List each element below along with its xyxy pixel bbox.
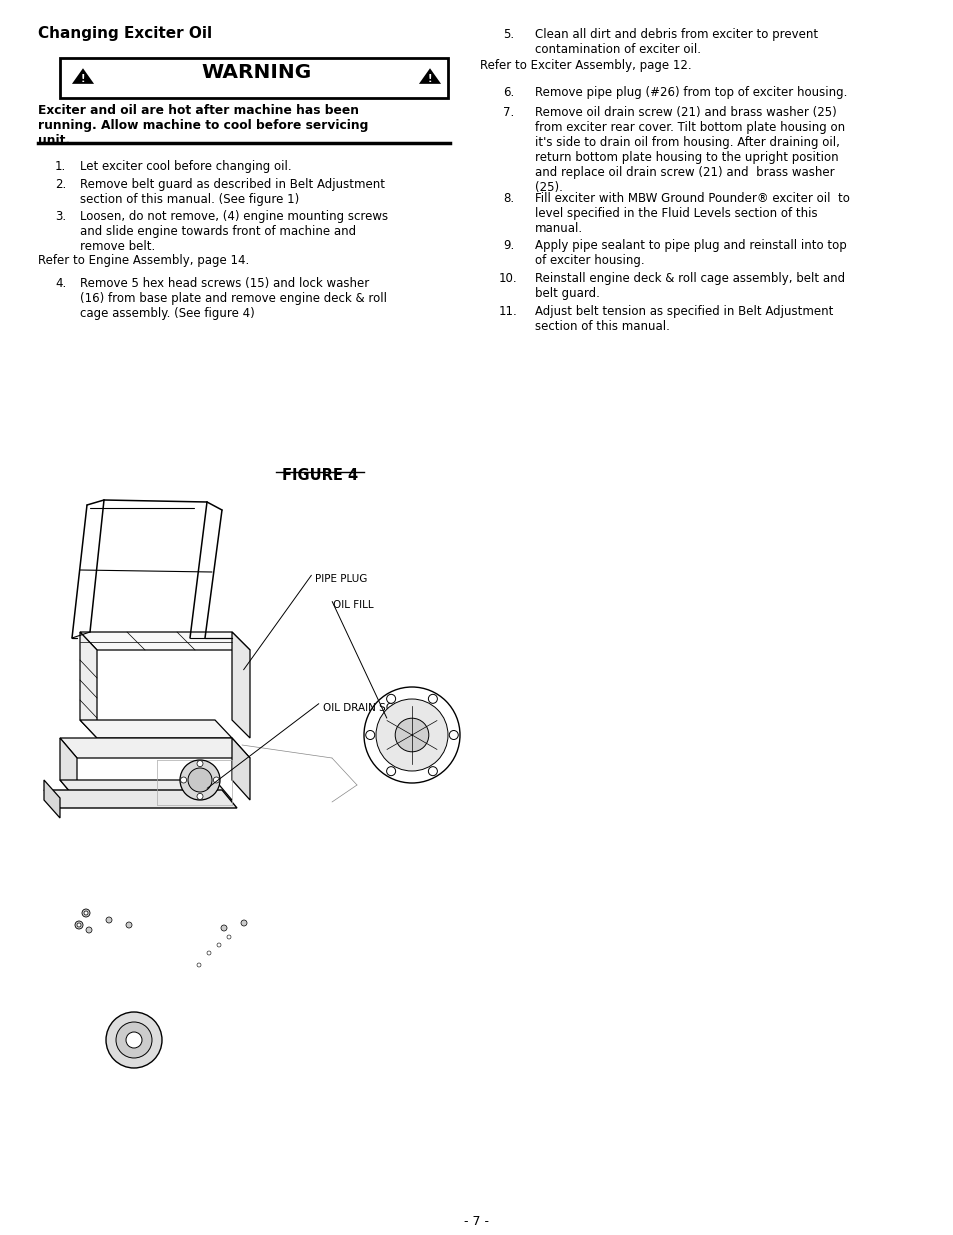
Circle shape — [188, 768, 212, 792]
Text: OIL FILL: OIL FILL — [333, 600, 374, 610]
Polygon shape — [80, 720, 232, 739]
Text: 11.: 11. — [498, 305, 517, 319]
Polygon shape — [60, 739, 77, 800]
Circle shape — [196, 963, 201, 967]
Text: FIGURE 4: FIGURE 4 — [282, 468, 357, 483]
Text: PIPE PLUG: PIPE PLUG — [314, 574, 367, 584]
Text: Refer to Engine Assembly, page 14.: Refer to Engine Assembly, page 14. — [38, 254, 249, 267]
Circle shape — [213, 777, 219, 783]
Circle shape — [386, 767, 395, 776]
Circle shape — [449, 730, 457, 740]
Text: Loosen, do not remove, (4) engine mounting screws
and slide engine towards front: Loosen, do not remove, (4) engine mounti… — [80, 210, 388, 253]
Circle shape — [75, 921, 83, 929]
Circle shape — [180, 760, 220, 800]
Circle shape — [82, 909, 90, 918]
Circle shape — [86, 927, 91, 932]
Text: Remove oil drain screw (21) and brass washer (25)
from exciter rear cover. Tilt : Remove oil drain screw (21) and brass wa… — [535, 106, 844, 194]
Circle shape — [375, 699, 448, 771]
Text: !: ! — [81, 74, 85, 84]
Circle shape — [216, 944, 221, 947]
Text: Clean all dirt and debris from exciter to prevent
contamination of exciter oil.: Clean all dirt and debris from exciter t… — [535, 28, 818, 56]
Circle shape — [227, 935, 231, 939]
Circle shape — [196, 761, 203, 767]
Text: Exciter and oil are hot after machine has been
running. Allow machine to cool be: Exciter and oil are hot after machine ha… — [38, 104, 368, 147]
Text: Let exciter cool before changing oil.: Let exciter cool before changing oil. — [80, 161, 292, 173]
Polygon shape — [44, 790, 236, 808]
Text: Fill exciter with MBW Ground Pounder® exciter oil  to
level specified in the Flu: Fill exciter with MBW Ground Pounder® ex… — [535, 191, 849, 235]
Circle shape — [428, 694, 436, 704]
Circle shape — [364, 687, 459, 783]
Circle shape — [241, 920, 247, 926]
Circle shape — [77, 923, 81, 927]
Text: 10.: 10. — [498, 272, 517, 285]
Text: 5.: 5. — [502, 28, 514, 41]
Polygon shape — [44, 781, 60, 818]
Text: 9.: 9. — [502, 238, 514, 252]
Circle shape — [180, 777, 187, 783]
Text: Remove 5 hex head screws (15) and lock washer
(16) from base plate and remove en: Remove 5 hex head screws (15) and lock w… — [80, 278, 387, 320]
Circle shape — [126, 923, 132, 927]
Circle shape — [221, 925, 227, 931]
Text: Changing Exciter Oil: Changing Exciter Oil — [38, 26, 212, 41]
Polygon shape — [80, 632, 250, 650]
Circle shape — [106, 1011, 162, 1068]
Circle shape — [84, 911, 88, 915]
Text: Adjust belt tension as specified in Belt Adjustment
section of this manual.: Adjust belt tension as specified in Belt… — [535, 305, 833, 333]
Text: Remove belt guard as described in Belt Adjustment
section of this manual. (See f: Remove belt guard as described in Belt A… — [80, 178, 385, 206]
Text: Reinstall engine deck & roll cage assembly, belt and
belt guard.: Reinstall engine deck & roll cage assemb… — [535, 272, 844, 300]
Text: Remove pipe plug (#26) from top of exciter housing.: Remove pipe plug (#26) from top of excit… — [535, 85, 846, 99]
Text: - 7 -: - 7 - — [464, 1215, 489, 1228]
Polygon shape — [80, 632, 97, 739]
Circle shape — [428, 767, 436, 776]
Circle shape — [116, 1023, 152, 1058]
Circle shape — [106, 918, 112, 923]
Polygon shape — [232, 739, 250, 800]
Text: Refer to Exciter Assembly, page 12.: Refer to Exciter Assembly, page 12. — [479, 59, 691, 73]
Polygon shape — [60, 781, 232, 800]
Polygon shape — [232, 632, 250, 739]
Text: 8.: 8. — [502, 191, 514, 205]
Circle shape — [395, 719, 428, 752]
Text: 7.: 7. — [502, 106, 514, 119]
Text: 6.: 6. — [502, 85, 514, 99]
Text: !: ! — [427, 74, 432, 84]
Text: OIL DRAIN SCREW: OIL DRAIN SCREW — [323, 703, 416, 713]
Text: 4.: 4. — [55, 278, 66, 290]
Circle shape — [386, 694, 395, 704]
Polygon shape — [418, 68, 440, 84]
Text: 1.: 1. — [55, 161, 66, 173]
Polygon shape — [60, 739, 250, 758]
Text: 2.: 2. — [55, 178, 66, 191]
Text: 3.: 3. — [55, 210, 66, 222]
Circle shape — [365, 730, 375, 740]
Text: WARNING: WARNING — [202, 63, 312, 82]
Text: Apply pipe sealant to pipe plug and reinstall into top
of exciter housing.: Apply pipe sealant to pipe plug and rein… — [535, 238, 846, 267]
Circle shape — [126, 1032, 142, 1049]
Bar — [60, 58, 448, 98]
Polygon shape — [71, 68, 94, 84]
Circle shape — [207, 951, 211, 955]
Circle shape — [196, 793, 203, 799]
